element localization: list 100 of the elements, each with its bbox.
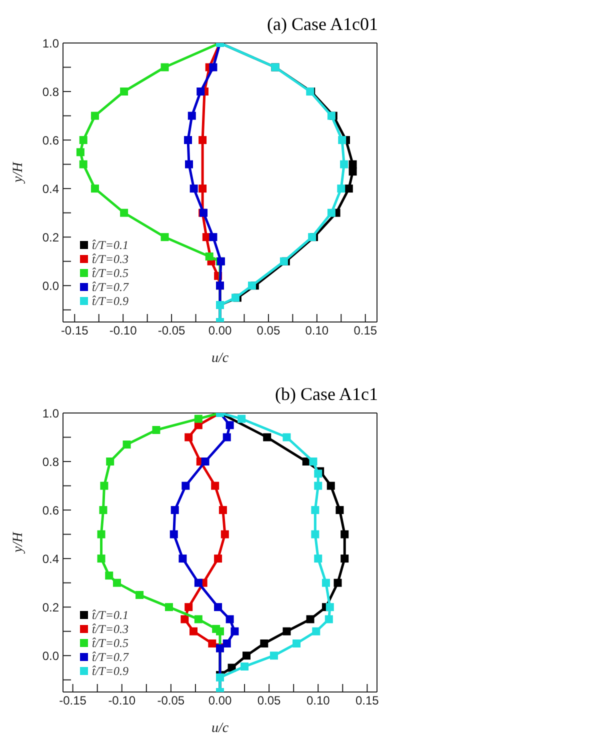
point — [216, 627, 224, 636]
point — [348, 168, 357, 176]
y-tick-label: 0.2 — [42, 600, 60, 614]
point — [184, 433, 193, 442]
legend-label: t̂/T=0.3 — [92, 252, 128, 266]
point — [240, 662, 249, 671]
point — [120, 208, 128, 217]
point — [309, 458, 318, 466]
legend-label: t̂/T=0.1 — [92, 608, 128, 622]
legend-label: t̂/T=0.9 — [92, 294, 128, 308]
y-tick-label: 0.6 — [42, 503, 60, 518]
x-tick-label: 0.00 — [208, 324, 232, 338]
point — [220, 530, 229, 538]
point — [238, 414, 246, 423]
point — [180, 615, 189, 624]
point — [201, 458, 210, 466]
y-tick-label: 0.2 — [42, 230, 60, 244]
legend-label: t̂/T=0.5 — [92, 266, 128, 280]
point — [230, 627, 239, 636]
point — [340, 530, 349, 538]
point — [226, 615, 234, 624]
x-tick-label: 0.05 — [256, 324, 280, 338]
point — [270, 652, 278, 660]
point — [136, 590, 144, 599]
point — [226, 421, 234, 430]
point — [340, 160, 348, 168]
point — [260, 639, 268, 648]
point — [340, 554, 349, 563]
point — [106, 458, 114, 466]
y-axis-title: y/H — [10, 161, 26, 184]
y-axis-title: y/H — [10, 531, 26, 554]
point — [198, 136, 207, 144]
point — [338, 136, 346, 144]
point — [282, 433, 291, 442]
point — [263, 433, 272, 442]
point — [311, 506, 320, 514]
point — [326, 482, 335, 490]
y-tick-label: 0.0 — [42, 648, 60, 663]
x-tick-label: -0.05 — [158, 324, 186, 338]
point — [184, 160, 193, 168]
point — [314, 554, 322, 563]
x-tick-label: 0.15 — [356, 694, 380, 708]
point — [208, 639, 216, 648]
point — [164, 603, 173, 612]
point — [170, 530, 178, 538]
point — [112, 578, 121, 587]
point — [120, 88, 128, 96]
point — [76, 148, 84, 156]
point — [282, 627, 291, 636]
point — [170, 506, 179, 514]
x-tick-label: -0.10 — [109, 324, 138, 338]
legend-label: t̂/T=0.3 — [92, 622, 128, 636]
x-tick-label: -0.15 — [60, 324, 89, 338]
point — [188, 112, 196, 120]
y-tick-label: 0.6 — [42, 133, 60, 148]
y-tick-label: 0.8 — [42, 84, 60, 99]
point — [90, 184, 99, 193]
point — [337, 184, 346, 193]
point — [90, 112, 99, 120]
point — [178, 554, 187, 563]
point — [194, 414, 202, 423]
point — [222, 639, 231, 648]
point — [292, 639, 301, 648]
point — [248, 282, 256, 290]
point — [314, 482, 322, 490]
point — [326, 603, 334, 612]
point — [209, 233, 218, 242]
point — [306, 615, 314, 624]
point — [99, 506, 108, 514]
x-tick-label: 0.10 — [305, 324, 329, 338]
point — [190, 184, 198, 193]
point — [160, 63, 169, 72]
legend-label: t̂/T=0.1 — [92, 238, 128, 252]
point — [205, 252, 214, 260]
legend-label: t̂/T=0.7 — [92, 280, 128, 294]
point — [190, 627, 198, 636]
point — [97, 530, 106, 538]
point — [324, 615, 333, 624]
legend-label: t̂/T=0.5 — [92, 636, 128, 650]
chart-title: (a) Case A1c01 — [267, 14, 378, 34]
point — [100, 482, 108, 490]
point — [218, 506, 227, 514]
point — [122, 440, 131, 449]
point — [334, 578, 342, 587]
point — [184, 136, 192, 144]
point — [97, 554, 106, 563]
point — [79, 136, 88, 144]
x-tick-label: 0.15 — [354, 324, 378, 338]
y-tick-label: 0.0 — [42, 278, 60, 293]
point — [312, 627, 320, 636]
point — [322, 578, 330, 587]
point — [194, 615, 202, 624]
point — [211, 482, 220, 490]
y-tick-label: 0.4 — [42, 552, 60, 566]
y-tick-label: 1.0 — [42, 36, 60, 50]
point — [160, 233, 169, 242]
y-tick-label: 0.8 — [42, 454, 60, 469]
x-tick-label: 0.05 — [257, 694, 282, 708]
point — [105, 572, 114, 580]
chart-title: (b) Case A1c1 — [275, 384, 378, 404]
